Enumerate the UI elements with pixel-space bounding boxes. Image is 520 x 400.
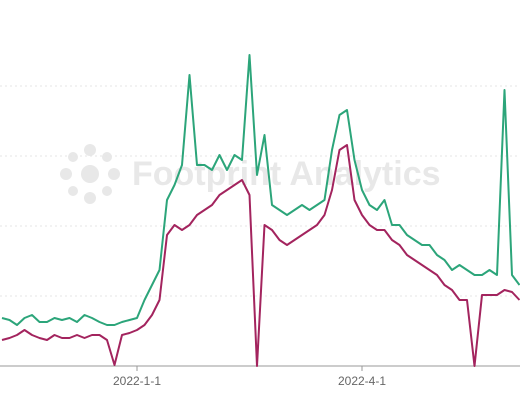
series-line [1, 144, 520, 367]
watermark-logo [60, 144, 120, 204]
watermark: Footprint Analytics [132, 155, 441, 193]
x-tick-label: 2022-4-1 [338, 374, 386, 388]
series-line [1, 54, 520, 326]
x-tick-label: 2022-1-1 [113, 374, 161, 388]
